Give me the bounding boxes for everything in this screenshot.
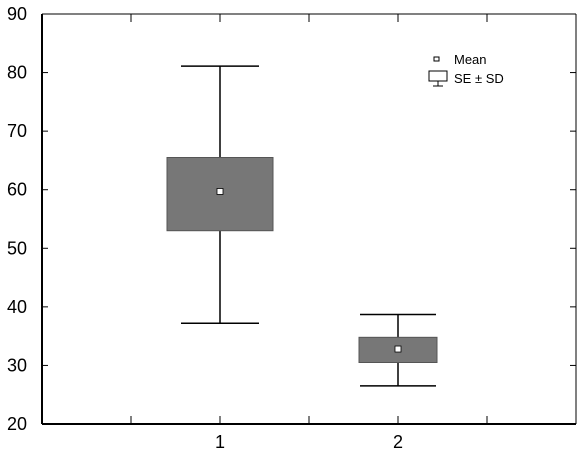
- y-tick-label: 50: [7, 238, 27, 258]
- plot-area: [166, 65, 438, 387]
- x-tick-label: 2: [393, 432, 403, 451]
- mean-marker: [394, 345, 402, 353]
- y-tick-label: 80: [7, 63, 27, 83]
- legend: Mean SE ± SD: [428, 52, 504, 87]
- legend-mean-marker: [433, 56, 440, 62]
- mean-marker: [216, 188, 224, 195]
- y-tick-label: 90: [7, 4, 27, 24]
- legend-box-symbol: [428, 70, 448, 82]
- y-tick-label: 70: [7, 121, 27, 141]
- y-tick-label: 30: [7, 355, 27, 375]
- y-axis: 20 30 40 50 60 70 80 90: [7, 4, 576, 434]
- x-tick-label: 1: [215, 432, 225, 451]
- legend-se-sd-label: SE ± SD: [454, 71, 504, 86]
- y-tick-label: 40: [7, 297, 27, 317]
- legend-mean-label: Mean: [454, 52, 487, 67]
- y-tick-label: 20: [7, 414, 27, 434]
- y-tick-label: 60: [7, 180, 27, 200]
